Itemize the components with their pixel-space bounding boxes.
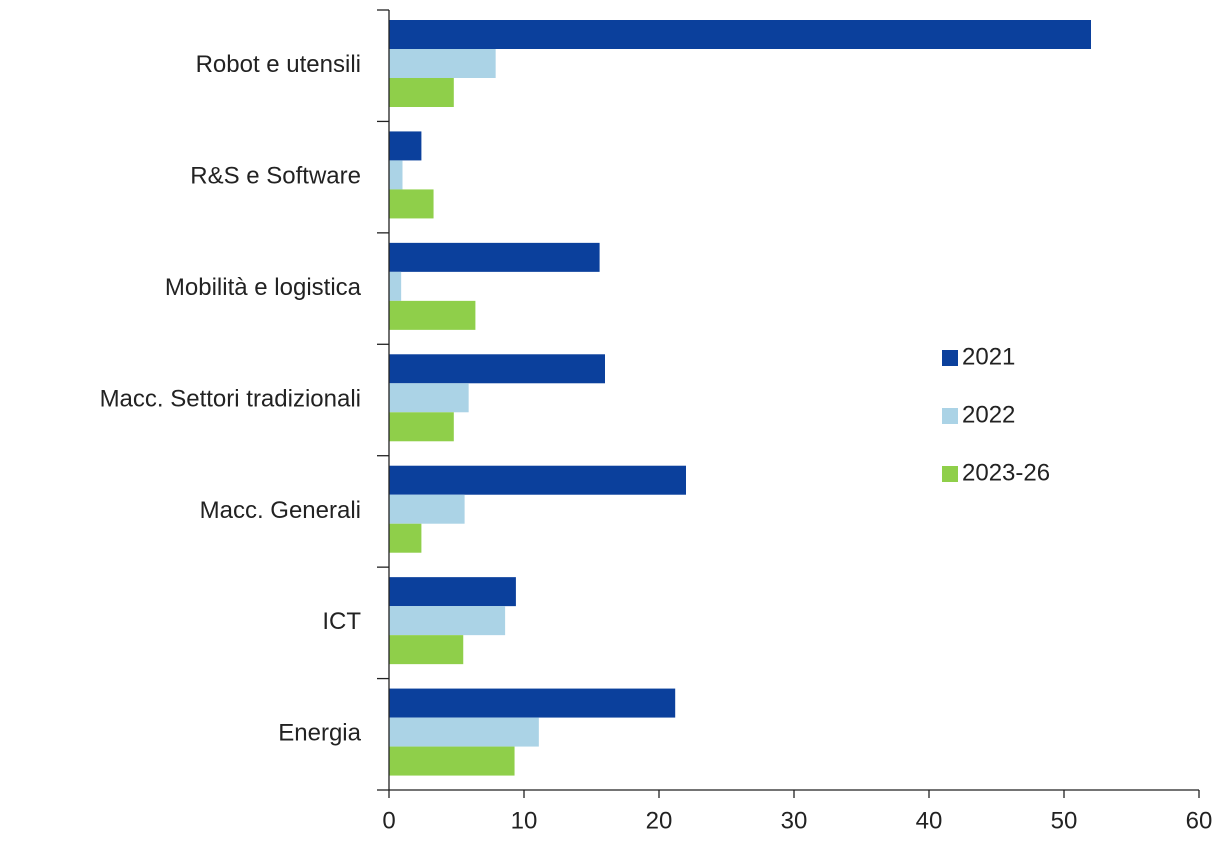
bar	[389, 688, 676, 718]
legend-label: 2021	[962, 343, 1015, 370]
x-tick-label: 40	[916, 807, 943, 834]
bar	[389, 300, 476, 330]
bar	[389, 746, 515, 776]
bar	[389, 354, 605, 384]
x-tick-label: 10	[511, 807, 538, 834]
bar	[389, 78, 454, 107]
x-tick-label: 50	[1051, 807, 1078, 834]
bar	[389, 160, 403, 190]
legend-label: 2022	[962, 401, 1015, 428]
bar	[389, 49, 496, 78]
bar	[389, 412, 454, 442]
y-tick-label: ICT	[322, 608, 361, 635]
y-tick-label: Robot e utensili	[196, 51, 361, 78]
legend-label: 2023-26	[962, 459, 1050, 486]
bar	[389, 494, 465, 524]
bar	[389, 131, 422, 161]
x-tick-label: 30	[781, 807, 808, 834]
y-tick-label: Macc. Generali	[200, 497, 361, 524]
bar	[389, 717, 539, 747]
bar	[389, 606, 506, 636]
x-tick-label: 20	[646, 807, 673, 834]
bar	[389, 577, 516, 607]
x-tick-label: 60	[1186, 807, 1213, 834]
bar	[389, 523, 422, 553]
bar	[389, 465, 686, 495]
bar	[389, 271, 402, 301]
legend-swatch	[942, 350, 958, 366]
y-tick-label: R&S e Software	[190, 162, 361, 189]
y-tick-label: Macc. Settori tradizionali	[100, 385, 361, 412]
bar	[389, 635, 464, 665]
bar	[389, 242, 600, 272]
bar	[389, 189, 434, 219]
legend-swatch	[942, 408, 958, 424]
y-tick-label: Energia	[278, 720, 361, 747]
legend-swatch	[942, 466, 958, 482]
x-tick-label: 0	[382, 807, 395, 834]
y-tick-label: Mobilità e logistica	[165, 274, 362, 301]
bar	[389, 383, 469, 413]
bar	[389, 20, 1091, 49]
